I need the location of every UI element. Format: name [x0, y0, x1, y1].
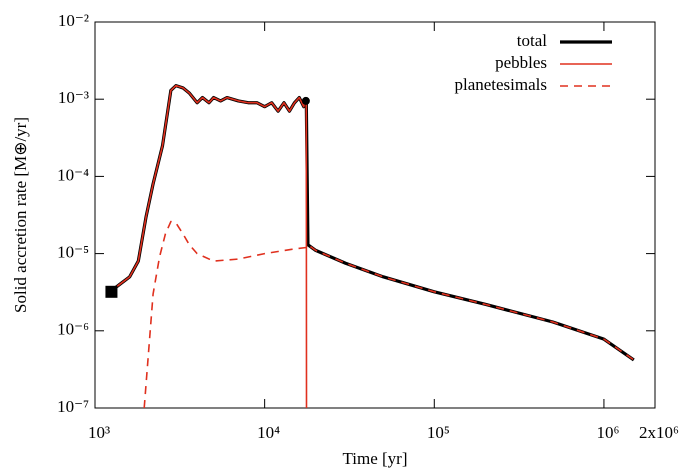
y-tick-label: 10⁻⁴ [57, 165, 89, 184]
legend-label: planetesimals [454, 75, 547, 94]
y-tick-label: 10⁻⁵ [57, 243, 89, 262]
x-tick-label: 10³ [88, 423, 110, 442]
plot-frame [94, 21, 656, 409]
x-tick-label: 10⁵ [427, 423, 450, 442]
x-tick-label: 10⁴ [257, 423, 280, 442]
legend-label: total [517, 31, 547, 50]
series-line [110, 84, 635, 362]
x-tick-label: 10⁶ [596, 423, 619, 442]
x-axis-label: Time [yr] [342, 449, 407, 468]
y-tick-label: 10⁻⁶ [57, 320, 89, 339]
y-tick-label: 10⁻⁷ [57, 397, 89, 416]
x-tick-label: 2x10⁶ [639, 423, 679, 442]
marker [105, 285, 118, 298]
series-line [143, 220, 635, 409]
y-tick-label: 10⁻² [58, 11, 89, 30]
series-line [110, 84, 308, 409]
y-tick-label: 10⁻³ [58, 88, 89, 107]
y-axis-label: Solid accretion rate [M⊕/yr] [11, 117, 30, 313]
marker [301, 96, 310, 105]
legend-label: pebbles [495, 53, 547, 72]
